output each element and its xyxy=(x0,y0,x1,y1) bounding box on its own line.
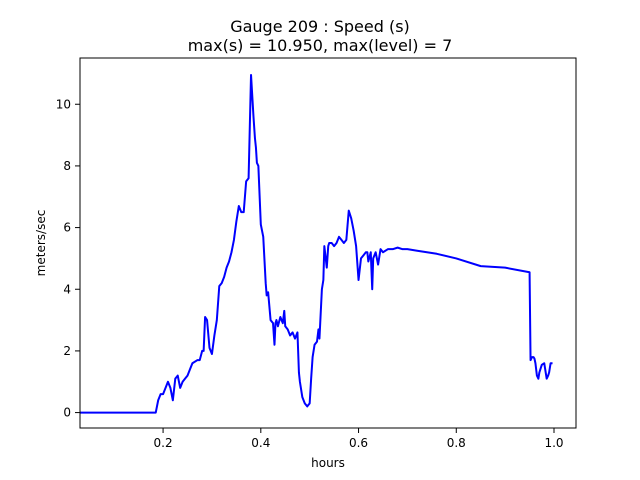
y-tick-label: 4 xyxy=(63,282,71,296)
y-tick-label: 8 xyxy=(63,159,71,173)
y-axis-ticks: 0 2 4 6 8 10 xyxy=(56,97,80,420)
plot-area xyxy=(80,73,553,414)
x-tick-label: 0.6 xyxy=(349,436,368,450)
x-axis-label: hours xyxy=(311,456,345,470)
x-axis-ticks: 0.2 0.4 0.6 0.8 1.0 xyxy=(154,428,564,450)
y-tick-label: 0 xyxy=(63,406,71,420)
chart-title-line1: Gauge 209 : Speed (s) xyxy=(230,17,410,36)
axes-frame xyxy=(79,57,577,429)
x-tick-label: 0.2 xyxy=(154,436,173,450)
y-tick-label: 10 xyxy=(56,97,71,111)
x-tick-label: 0.4 xyxy=(251,436,270,450)
speed-series-line xyxy=(80,73,553,414)
chart-title-line2: max(s) = 10.950, max(level) = 7 xyxy=(188,36,453,55)
y-tick-label: 2 xyxy=(63,344,71,358)
x-tick-label: 1.0 xyxy=(544,436,563,450)
x-tick-label: 0.8 xyxy=(447,436,466,450)
y-tick-label: 6 xyxy=(63,221,71,235)
y-axis-label: meters/sec xyxy=(34,210,48,277)
